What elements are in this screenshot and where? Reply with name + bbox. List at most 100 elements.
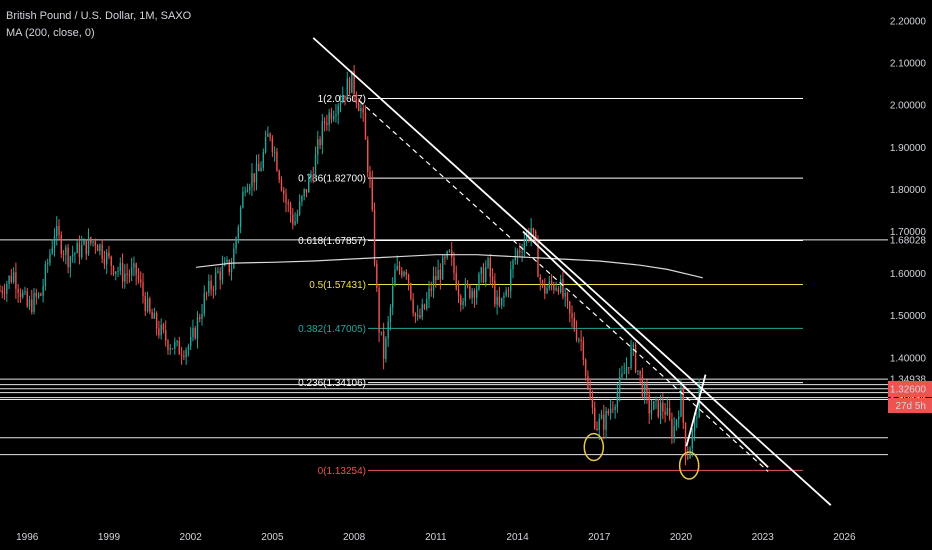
time-tick-label: 2005 [261,532,284,543]
symbol-title[interactable]: British Pound / U.S. Dollar, 1M, SAXO [6,10,192,22]
candle-body [580,339,582,341]
candle-body [426,298,428,309]
candle-body [292,214,294,225]
candle-body [437,270,439,281]
time-tick-label: 1999 [98,532,121,543]
candle-body [362,108,364,113]
candle-body [246,190,249,192]
candle-body [559,279,562,293]
candle-body [503,295,505,298]
candle-body [60,234,62,255]
ellipse-marker [678,451,700,480]
chart-legend: British Pound / U.S. Dollar, 1M, SAXO MA… [6,8,191,42]
candle-body [421,304,423,318]
candle-body [414,313,417,317]
candle-body [394,269,396,286]
candle-body [351,70,353,93]
candle-body [371,179,373,210]
candle-body [142,282,144,296]
candle-body [416,315,419,317]
price-tick-label: 2.10000 [890,59,927,70]
candle-body [140,279,142,283]
candle-body [673,426,675,439]
candle-body [412,299,414,314]
candle-body [439,270,442,280]
candle-body [344,95,346,98]
candle-body [557,288,560,293]
candle-body [653,400,655,410]
candle-body [108,252,110,257]
candle-body [482,267,485,283]
candle-body [0,290,1,292]
price-axis: 2.20000 2.10000 2.00000 1.90000 1.80000 1.700… [888,0,932,550]
candle-body [510,269,512,291]
candle-body [305,189,308,193]
candle-body [328,112,330,125]
candle-body [594,407,596,429]
candle-body [153,313,156,319]
price-tick-label: 1.40000 [890,353,927,364]
candle-body [6,283,8,294]
candle-body [612,408,614,410]
candle-body [435,276,437,281]
candle-body [242,191,244,208]
candle-body [378,287,380,333]
candle-body [278,170,280,180]
candle-body [283,190,285,194]
candle-body [62,254,65,256]
candle-body [616,391,619,407]
candle-body [462,301,464,305]
candle-body [621,373,623,378]
current-price-badge [888,380,932,397]
candle-body [96,245,99,252]
candle-body [99,244,101,252]
candle-body [308,176,310,193]
candle-body [655,399,657,401]
countdown-badge [888,397,932,413]
candle-body [276,151,278,171]
candle-body [519,250,521,253]
candle-body [496,296,498,305]
candle-body [455,273,457,289]
candle-body [691,430,694,449]
candle-body [473,290,476,298]
candle-body [516,250,519,256]
candle-body [137,274,140,280]
candle-body [498,296,501,306]
candle-body [596,428,598,431]
candle-body [357,103,360,112]
candle-body [260,167,262,172]
candle-body [3,293,6,295]
candle-body [187,346,190,350]
candle-body [310,174,312,177]
fib-level-label: 1(2.01607) [318,94,366,105]
price-tick-label: 2.00000 [890,101,927,112]
candle-body [49,253,51,264]
candle-body [35,292,38,297]
candle-body [162,324,165,330]
candle-body [10,275,13,283]
candle-body [659,402,662,417]
price-tick-label: 2.20000 [890,17,927,28]
candle-body [573,317,575,330]
candle-body [460,296,462,305]
candle-body [423,304,426,309]
candle-body [160,324,162,336]
indicator-label[interactable]: MA (200, close, 0) [6,27,95,39]
candle-body [149,298,151,313]
candle-body [678,416,680,420]
candle-body [78,242,81,258]
candle-body [507,290,510,292]
time-tick-label: 2014 [506,532,529,543]
candle-body [562,279,564,297]
candle-body [444,257,446,259]
candle-body [230,268,233,273]
candle-body [94,241,97,246]
price-tick-label: 1.90000 [890,143,927,154]
candle-body [235,237,237,249]
candle-body [203,292,205,314]
candle-body [625,367,628,374]
candle-body [115,271,117,274]
candle-body [548,281,551,289]
